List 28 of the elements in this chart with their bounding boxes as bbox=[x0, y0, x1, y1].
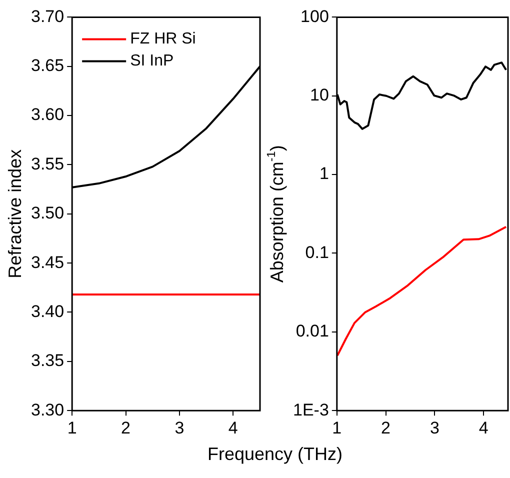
y-tick-label: 1 bbox=[319, 164, 329, 184]
y-tick-label: 3.40 bbox=[30, 302, 64, 321]
legend-label: SI InP bbox=[130, 52, 174, 70]
x-tick-label: 2 bbox=[381, 418, 391, 438]
x-tick-label: 4 bbox=[228, 418, 238, 438]
x-tick-label: 3 bbox=[430, 418, 440, 438]
y-tick-label: 0.1 bbox=[305, 242, 329, 262]
x-tick-label: 2 bbox=[121, 418, 131, 438]
x-tick-label: 3 bbox=[174, 418, 184, 438]
y-tick-label: 3.65 bbox=[30, 56, 64, 76]
y-tick-label: 1E-3 bbox=[292, 400, 329, 420]
x-axis-title: Frequency (THz) bbox=[206, 444, 344, 465]
y-tick-label: 3.55 bbox=[30, 154, 64, 174]
y-tick-label: 3.45 bbox=[30, 252, 64, 272]
y-tick-label: 3.30 bbox=[30, 400, 64, 420]
y-axis-title: Refractive index bbox=[4, 149, 25, 278]
y-tick-label: 3.70 bbox=[30, 6, 64, 26]
x-tick-label: 4 bbox=[478, 418, 488, 438]
y-axis-title: Absorption (cm-1) bbox=[264, 145, 287, 283]
x-tick-label: 1 bbox=[67, 418, 77, 438]
y-tick-label: 3.50 bbox=[30, 204, 64, 223]
y-tick-label: 3.60 bbox=[30, 105, 64, 124]
y-tick-label: 3.35 bbox=[30, 351, 64, 370]
legend-label: FZ HR Si bbox=[130, 30, 196, 48]
y-tick-label: 10 bbox=[310, 86, 329, 105]
y-tick-label: 0.01 bbox=[296, 322, 329, 341]
x-tick-label: 1 bbox=[332, 418, 342, 438]
y-tick-label: 100 bbox=[300, 6, 329, 26]
